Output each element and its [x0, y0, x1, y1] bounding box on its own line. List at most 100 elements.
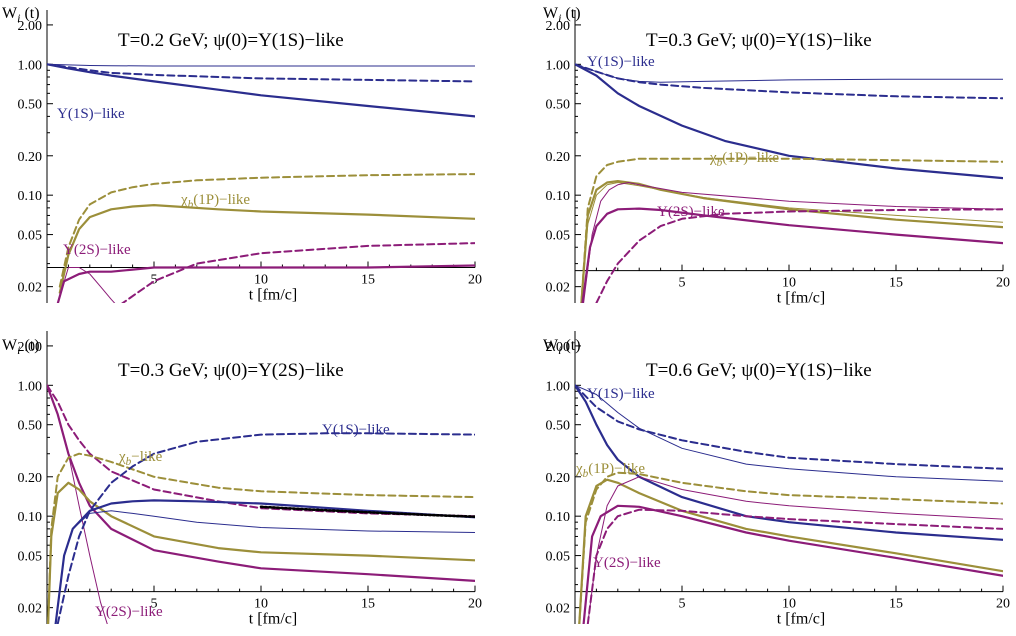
y-tick-label: 0.20 [18, 150, 43, 165]
series-line [578, 478, 1003, 624]
y-tick-label: 0.20 [18, 471, 43, 486]
series-annotation: Υ(1S)−like [57, 106, 125, 122]
series-line [56, 264, 475, 303]
chart-title: T=0.6 GeV; ψ(0)=Υ(1S)−like [646, 360, 872, 381]
series-annotation: χb(1P)−like [575, 461, 645, 480]
x-tick-label: 20 [996, 597, 1010, 612]
series-annotation: Υ(1S)−like [587, 386, 655, 402]
series-group [47, 63, 475, 303]
x-tick-label: 10 [782, 276, 796, 291]
y-tick-label: 2.00 [546, 19, 571, 34]
y-tick-label: 0.50 [546, 419, 571, 434]
series-annotation: χb−like [118, 449, 163, 468]
y-tick-label: 0.02 [546, 281, 571, 296]
x-tick-label: 15 [361, 597, 375, 612]
y-tick-label: 0.50 [18, 98, 43, 113]
series-annotation: Υ(2S)−like [657, 204, 725, 220]
series-line [583, 182, 1003, 303]
series-line [259, 505, 475, 518]
series-group [575, 63, 1003, 303]
x-tick-label: 15 [361, 273, 375, 288]
x-tick-label: 5 [151, 273, 158, 288]
series-group [575, 384, 1003, 624]
y-tick-label: 0.02 [18, 602, 43, 617]
series-annotation: Υ(2S)−like [593, 555, 661, 571]
series-line [586, 508, 1003, 624]
x-tick-label: 20 [996, 276, 1010, 291]
x-axis-label: t [fm/c] [249, 287, 297, 304]
series-line [47, 63, 475, 67]
chart-panel-2: 0.02 0.05 0.10 0.20 0.50 1.00 2.00 5 10 15 20 t [fm… [543, 5, 1010, 307]
series-annotation: Υ(1S)−like [587, 54, 655, 70]
y-axis-label: Wi (t) [543, 337, 581, 357]
x-tick-label: 15 [889, 276, 903, 291]
series-line [47, 452, 475, 624]
y-tick-label: 0.02 [18, 281, 43, 296]
y-tick-label: 0.10 [18, 510, 43, 525]
y-tick-label: 2.00 [546, 340, 571, 355]
series-line [575, 63, 1003, 100]
series-annotation: χb(1P)−like [180, 192, 250, 211]
series-line [56, 432, 475, 624]
x-tick-label: 5 [151, 597, 158, 612]
y-axis-label: Wi (t) [2, 5, 40, 25]
series-line [575, 63, 1003, 83]
y-tick-label: 0.05 [18, 229, 43, 244]
series-line [57, 267, 116, 303]
chart-panel-3: 0.02 0.05 0.10 0.20 0.50 1.00 2.00 5 10 15 20 t [fm… [2, 331, 482, 628]
y-tick-label: 2.00 [18, 19, 43, 34]
x-axis-label: t [fm/c] [777, 290, 825, 307]
series-line [595, 208, 1003, 303]
y-tick-label: 1.00 [18, 379, 43, 394]
y-tick-label: 0.50 [546, 98, 571, 113]
series-line [581, 207, 1003, 303]
x-tick-label: 15 [889, 597, 903, 612]
series-line [587, 476, 1003, 624]
series-line [47, 384, 475, 582]
y-tick-label: 1.00 [546, 379, 571, 394]
chart-panel-1: 0.02 0.05 0.10 0.20 0.50 1.00 2.00 5 10 15 20 t [fm… [2, 5, 482, 304]
series-line [47, 63, 475, 118]
y-tick-label: 0.20 [546, 471, 571, 486]
y-tick-label: 0.10 [546, 510, 571, 525]
y-tick-label: 0.02 [546, 602, 571, 617]
series-line [580, 180, 1003, 303]
y-tick-label: 0.05 [546, 550, 571, 565]
chart-panel-4: 0.02 0.05 0.10 0.20 0.50 1.00 2.00 5 10 15 20 t [fm… [543, 331, 1010, 628]
y-tick-label: 0.50 [18, 419, 43, 434]
y-tick-label: 1.00 [18, 58, 43, 73]
y-tick-label: 0.20 [546, 150, 571, 165]
y-axis-label: Wi (t) [2, 337, 40, 357]
x-tick-label: 10 [782, 597, 796, 612]
x-axis-label: t [fm/c] [777, 611, 825, 628]
y-tick-label: 0.10 [546, 189, 571, 204]
x-tick-label: 10 [254, 597, 268, 612]
series-line [47, 63, 475, 83]
series-line [47, 481, 475, 624]
x-tick-label: 20 [468, 273, 482, 288]
series-line [575, 384, 1003, 482]
series-group [47, 384, 475, 624]
chart-title: T=0.3 GeV; ψ(0)=Υ(2S)−like [118, 360, 344, 381]
series-line [58, 204, 475, 294]
series-line [580, 157, 1003, 303]
series-line [121, 242, 475, 303]
series-annotation: χb(1P)−like [709, 150, 779, 169]
x-axis-label: t [fm/c] [249, 611, 297, 628]
series-line [55, 510, 475, 624]
y-tick-label: 0.05 [18, 550, 43, 565]
series-annotation: Υ(2S)−like [95, 604, 163, 620]
series-line [575, 63, 1003, 180]
chart-title: T=0.3 GeV; ψ(0)=Υ(1S)−like [646, 30, 872, 51]
y-tick-label: 2.00 [18, 340, 43, 355]
series-line [582, 504, 1003, 624]
series-line [578, 471, 1003, 624]
y-axis-label: Wi (t) [543, 5, 581, 25]
x-tick-label: 5 [679, 276, 686, 291]
x-tick-label: 10 [254, 273, 268, 288]
y-tick-label: 0.05 [546, 229, 571, 244]
series-annotation: Υ(2S)−like [63, 242, 131, 258]
y-tick-label: 0.10 [18, 189, 43, 204]
chart-title: T=0.2 GeV; ψ(0)=Υ(1S)−like [118, 30, 344, 51]
